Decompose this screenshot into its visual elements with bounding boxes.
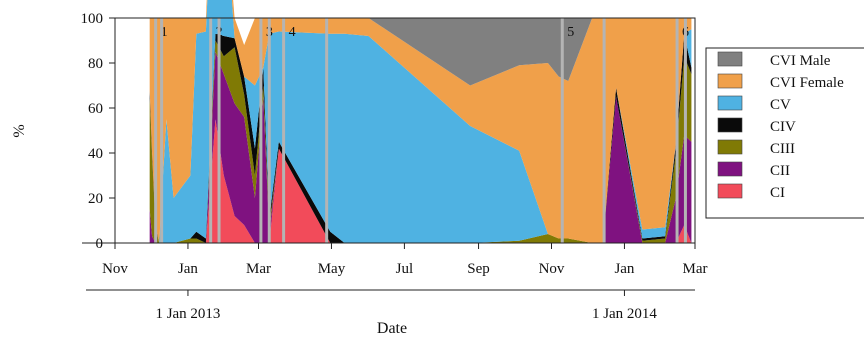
series-area-cvi-female: [149, 0, 692, 243]
event-lines: 123456: [154, 18, 689, 243]
x-tick-label: May: [318, 261, 346, 277]
legend-label-civ: CIV: [770, 119, 796, 135]
legend-swatch-cvi-male: [717, 51, 743, 67]
legend-label-cvi-female: CVI Female: [770, 75, 844, 91]
y-tick-label: 60: [88, 101, 103, 117]
y-tick-label: 0: [96, 236, 104, 252]
series-area-cii: [149, 51, 692, 243]
legend-label-ciii: CIII: [770, 141, 795, 157]
legend-label-ci: CI: [770, 185, 785, 201]
x-axis-label: Date: [377, 320, 407, 337]
x-tick-label: Jan: [614, 261, 634, 277]
legend-swatch-civ: [717, 117, 743, 133]
legend-label-cii: CII: [770, 163, 790, 179]
x-axis: Nov Jan Mar May Jul Sep Nov Jan Mar: [82, 242, 708, 277]
x-tick-label: Nov: [539, 261, 565, 277]
legend: CVI Male CVI Female CV CIV CIII CII CI: [705, 47, 864, 219]
y-axis-label: %: [11, 124, 28, 137]
x-tick-label: Jan: [178, 261, 198, 277]
legend-swatch-cv: [717, 95, 743, 111]
event-label: 5: [567, 25, 574, 40]
y-tick-label: 20: [88, 191, 103, 207]
x-tick-label: Sep: [467, 261, 490, 277]
y-axis: 0 20 40 60 80 100: [81, 11, 115, 252]
x-tick-label: Mar: [683, 261, 708, 277]
series-area-cvi-male: [149, 0, 692, 86]
y-tick-label: 40: [88, 146, 103, 162]
y-tick-label: 100: [81, 11, 104, 27]
legend-swatch-ci: [717, 183, 743, 199]
y-tick-label: 80: [88, 56, 103, 72]
legend-label-cvi-male: CVI Male: [770, 53, 831, 69]
x-tick-label: Jul: [396, 261, 414, 277]
legend-swatch-ciii: [717, 139, 743, 155]
year-tick-label: 1 Jan 2014: [592, 306, 657, 322]
event-label: 4: [289, 25, 296, 40]
legend-swatch-cii: [717, 161, 743, 177]
year-tick-label: 1 Jan 2013: [155, 306, 220, 322]
x-tick-label: Mar: [246, 261, 271, 277]
event-label: 1: [161, 25, 168, 40]
legend-label-cv: CV: [770, 97, 791, 113]
series-area-civ: [149, 33, 692, 243]
stacked-areas: [149, 0, 692, 243]
legend-swatch-cvi-female: [717, 73, 743, 89]
x-tick-label: Nov: [102, 261, 128, 277]
year-axis: 1 Jan 2013 1 Jan 2014: [86, 289, 695, 322]
